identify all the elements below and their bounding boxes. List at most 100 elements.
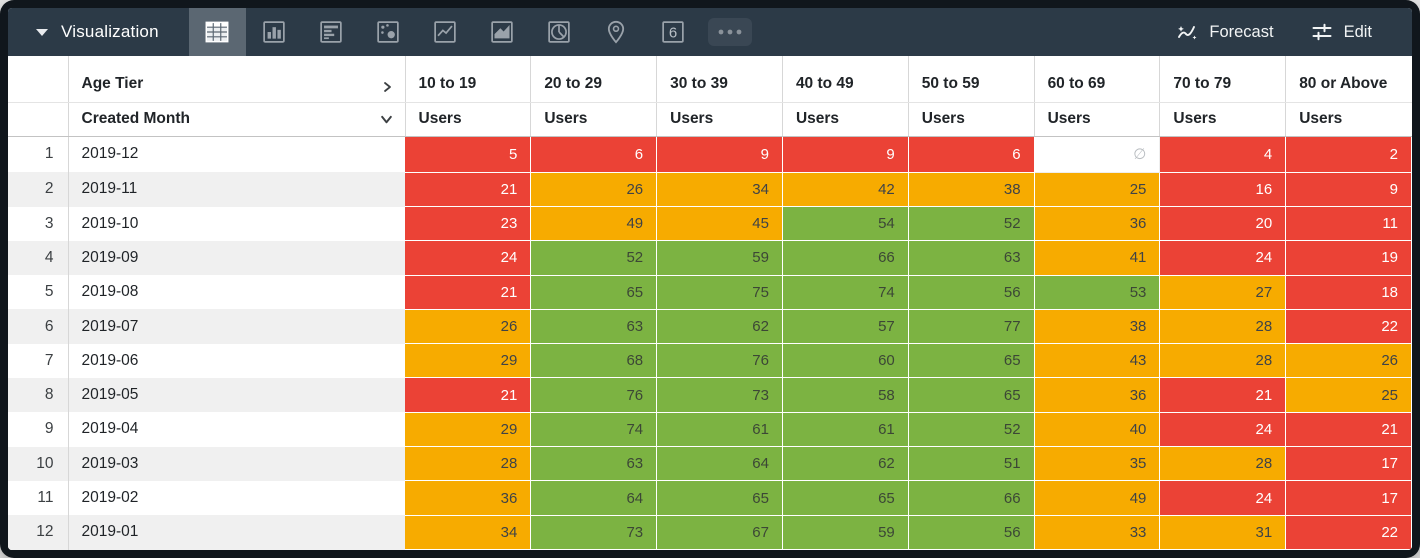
chevron-right-icon[interactable] [381, 81, 393, 93]
viz-tab-map[interactable] [588, 8, 645, 56]
viz-tab-line[interactable] [417, 8, 474, 56]
value-cell[interactable]: 65 [908, 377, 1035, 413]
value-cell[interactable]: 25 [1285, 377, 1412, 413]
value-cell[interactable]: 21 [405, 172, 532, 208]
month-cell[interactable]: 2019-04 [68, 412, 405, 447]
value-cell[interactable]: 20 [1159, 206, 1287, 242]
value-cell[interactable]: 51 [908, 446, 1035, 482]
value-cell[interactable]: 21 [405, 377, 532, 413]
value-cell[interactable]: 26 [1285, 343, 1412, 379]
value-cell[interactable]: 24 [405, 240, 532, 276]
value-cell[interactable]: 49 [530, 206, 658, 242]
value-cell[interactable]: 24 [1159, 480, 1287, 516]
value-cell[interactable]: 64 [530, 480, 658, 516]
value-cell[interactable]: 33 [1034, 515, 1161, 550]
value-cell[interactable]: 28 [1159, 343, 1287, 379]
value-cell[interactable]: 75 [656, 275, 783, 310]
value-cell[interactable]: 60 [782, 343, 909, 379]
value-cell[interactable]: 9 [782, 136, 909, 173]
value-cell[interactable]: 4 [1159, 136, 1287, 173]
value-cell[interactable]: 63 [908, 240, 1035, 276]
value-cell[interactable]: 62 [656, 309, 783, 345]
value-cell[interactable]: 21 [1159, 377, 1287, 413]
month-cell[interactable]: 2019-10 [68, 206, 405, 241]
measure-header[interactable]: Users [1033, 102, 1160, 137]
pivot-value-header[interactable]: 70 to 79 [1159, 56, 1286, 103]
value-cell[interactable]: 52 [530, 240, 658, 276]
value-cell[interactable]: 73 [656, 377, 783, 413]
viz-tab-bar[interactable] [246, 8, 303, 56]
value-cell[interactable]: 77 [908, 309, 1035, 345]
value-cell[interactable]: 73 [530, 515, 658, 550]
value-cell[interactable]: 26 [405, 309, 532, 345]
value-cell[interactable]: 43 [1034, 343, 1161, 379]
value-cell[interactable]: 63 [530, 446, 658, 482]
value-cell[interactable]: 17 [1285, 446, 1412, 482]
measure-header[interactable]: Users [656, 102, 783, 137]
value-cell[interactable]: 35 [1034, 446, 1161, 482]
value-cell[interactable]: 53 [1034, 275, 1161, 310]
value-cell[interactable]: 65 [656, 480, 783, 516]
value-cell[interactable]: 59 [782, 515, 909, 550]
value-cell[interactable]: 6 [530, 136, 658, 173]
month-cell[interactable]: 2019-02 [68, 480, 405, 516]
value-cell[interactable]: 2 [1285, 136, 1412, 173]
viz-tab-table[interactable] [188, 8, 246, 56]
forecast-button[interactable]: Forecast [1161, 14, 1287, 50]
value-cell[interactable]: 66 [908, 480, 1035, 516]
month-cell[interactable]: 2019-09 [68, 240, 405, 276]
value-cell[interactable]: 52 [908, 206, 1035, 242]
viz-tab-single-value[interactable]: 6 [645, 8, 702, 56]
value-cell[interactable]: 57 [782, 309, 909, 345]
value-cell[interactable]: 31 [1159, 515, 1287, 550]
measure-header[interactable]: Users [404, 102, 531, 137]
value-cell[interactable]: 36 [1034, 206, 1161, 242]
value-cell[interactable]: 59 [656, 240, 783, 276]
pivot-value-header[interactable]: 10 to 19 [404, 56, 531, 103]
value-cell[interactable]: 9 [656, 136, 783, 173]
value-cell[interactable]: 68 [530, 343, 658, 379]
value-cell[interactable]: 56 [908, 275, 1035, 310]
value-cell[interactable]: 25 [1034, 172, 1161, 208]
month-cell[interactable]: 2019-05 [68, 377, 405, 413]
value-cell[interactable]: 36 [405, 480, 532, 516]
value-cell[interactable]: 56 [908, 515, 1035, 550]
month-cell[interactable]: 2019-12 [68, 136, 405, 173]
value-cell[interactable]: 38 [1034, 309, 1161, 345]
value-cell[interactable]: 22 [1285, 515, 1412, 550]
measure-header[interactable]: Users [781, 102, 909, 137]
viz-tab-pie[interactable] [531, 8, 588, 56]
value-cell[interactable]: 34 [405, 515, 532, 550]
pivot-dimension-header[interactable]: Age Tier [67, 56, 405, 103]
value-cell[interactable]: 34 [656, 172, 783, 208]
value-cell[interactable]: 65 [908, 343, 1035, 379]
value-cell[interactable]: 17 [1285, 480, 1412, 516]
value-cell[interactable]: 52 [908, 412, 1035, 448]
value-cell[interactable]: 18 [1285, 275, 1412, 310]
value-cell[interactable]: 65 [530, 275, 658, 310]
value-cell[interactable]: 42 [782, 172, 909, 208]
pivot-value-header[interactable]: 60 to 69 [1033, 56, 1160, 103]
value-cell[interactable]: 61 [656, 412, 783, 448]
pivot-value-header[interactable]: 80 or Above [1285, 56, 1412, 103]
value-cell[interactable]: 76 [530, 377, 658, 413]
value-cell[interactable]: 74 [530, 412, 658, 448]
value-cell[interactable]: 24 [1159, 240, 1287, 276]
value-cell[interactable]: 74 [782, 275, 909, 310]
month-cell[interactable]: 2019-11 [68, 172, 405, 207]
measure-header[interactable]: Users [1285, 102, 1412, 137]
value-cell[interactable]: 41 [1034, 240, 1161, 276]
value-cell[interactable]: 58 [782, 377, 909, 413]
value-cell[interactable]: 38 [908, 172, 1035, 208]
value-cell[interactable]: 40 [1034, 412, 1161, 448]
value-cell[interactable]: 61 [782, 412, 909, 448]
pivot-value-header[interactable]: 30 to 39 [656, 56, 783, 103]
value-cell[interactable]: 19 [1285, 240, 1412, 276]
value-cell[interactable]: 27 [1159, 275, 1287, 310]
measure-header[interactable]: Users [907, 102, 1035, 137]
measure-header[interactable]: Users [530, 102, 657, 137]
viz-tab-more[interactable] [702, 8, 759, 56]
value-cell[interactable]: 54 [782, 206, 909, 242]
value-cell[interactable]: 23 [405, 206, 532, 242]
chevron-down-icon[interactable] [380, 113, 393, 126]
